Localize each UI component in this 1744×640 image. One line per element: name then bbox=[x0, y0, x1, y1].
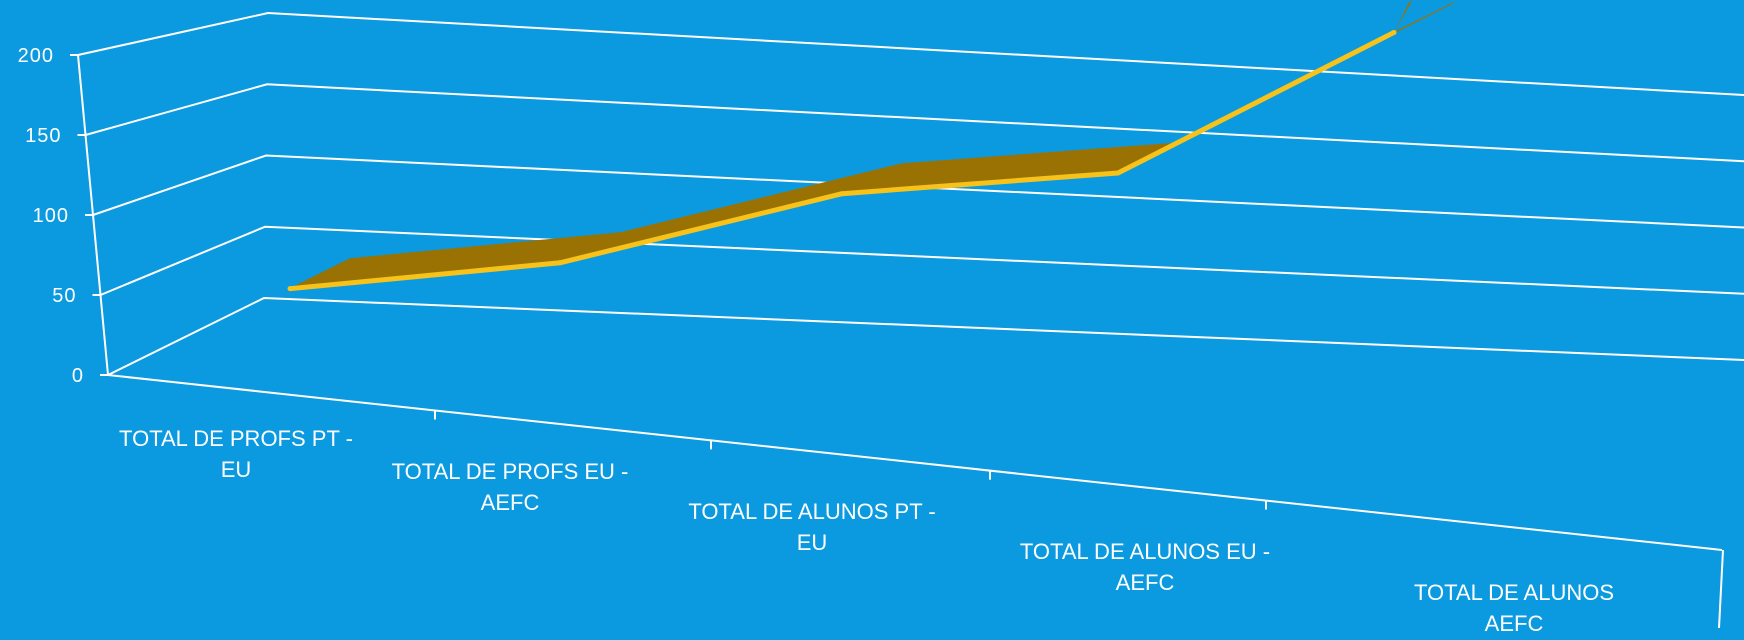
x-category-label: TOTAL DE ALUNOS EU -AEFC bbox=[1020, 539, 1270, 595]
data-point bbox=[1116, 171, 1121, 176]
x-category-label: TOTAL DE PROFS EU -AEFC bbox=[392, 459, 629, 515]
y-tick-label: 200 bbox=[18, 45, 54, 67]
gridline bbox=[78, 13, 1744, 95]
data-point bbox=[288, 286, 293, 291]
x-category-label: TOTAL DE PROFS PT -EU bbox=[119, 426, 353, 482]
y-tick-label: 150 bbox=[25, 125, 61, 147]
data-point bbox=[558, 260, 563, 265]
gridline bbox=[86, 84, 1744, 161]
x-category-label: TOTAL DE ALUNOS PT -EU bbox=[688, 499, 935, 555]
y-tick-label: 50 bbox=[52, 285, 76, 307]
data-point bbox=[840, 191, 845, 196]
data-point bbox=[1392, 30, 1397, 35]
gridline bbox=[108, 298, 1744, 375]
floor-right-edge bbox=[1719, 550, 1723, 628]
y-tick-label: 0 bbox=[72, 365, 84, 387]
y-tick-label: 100 bbox=[33, 205, 69, 227]
